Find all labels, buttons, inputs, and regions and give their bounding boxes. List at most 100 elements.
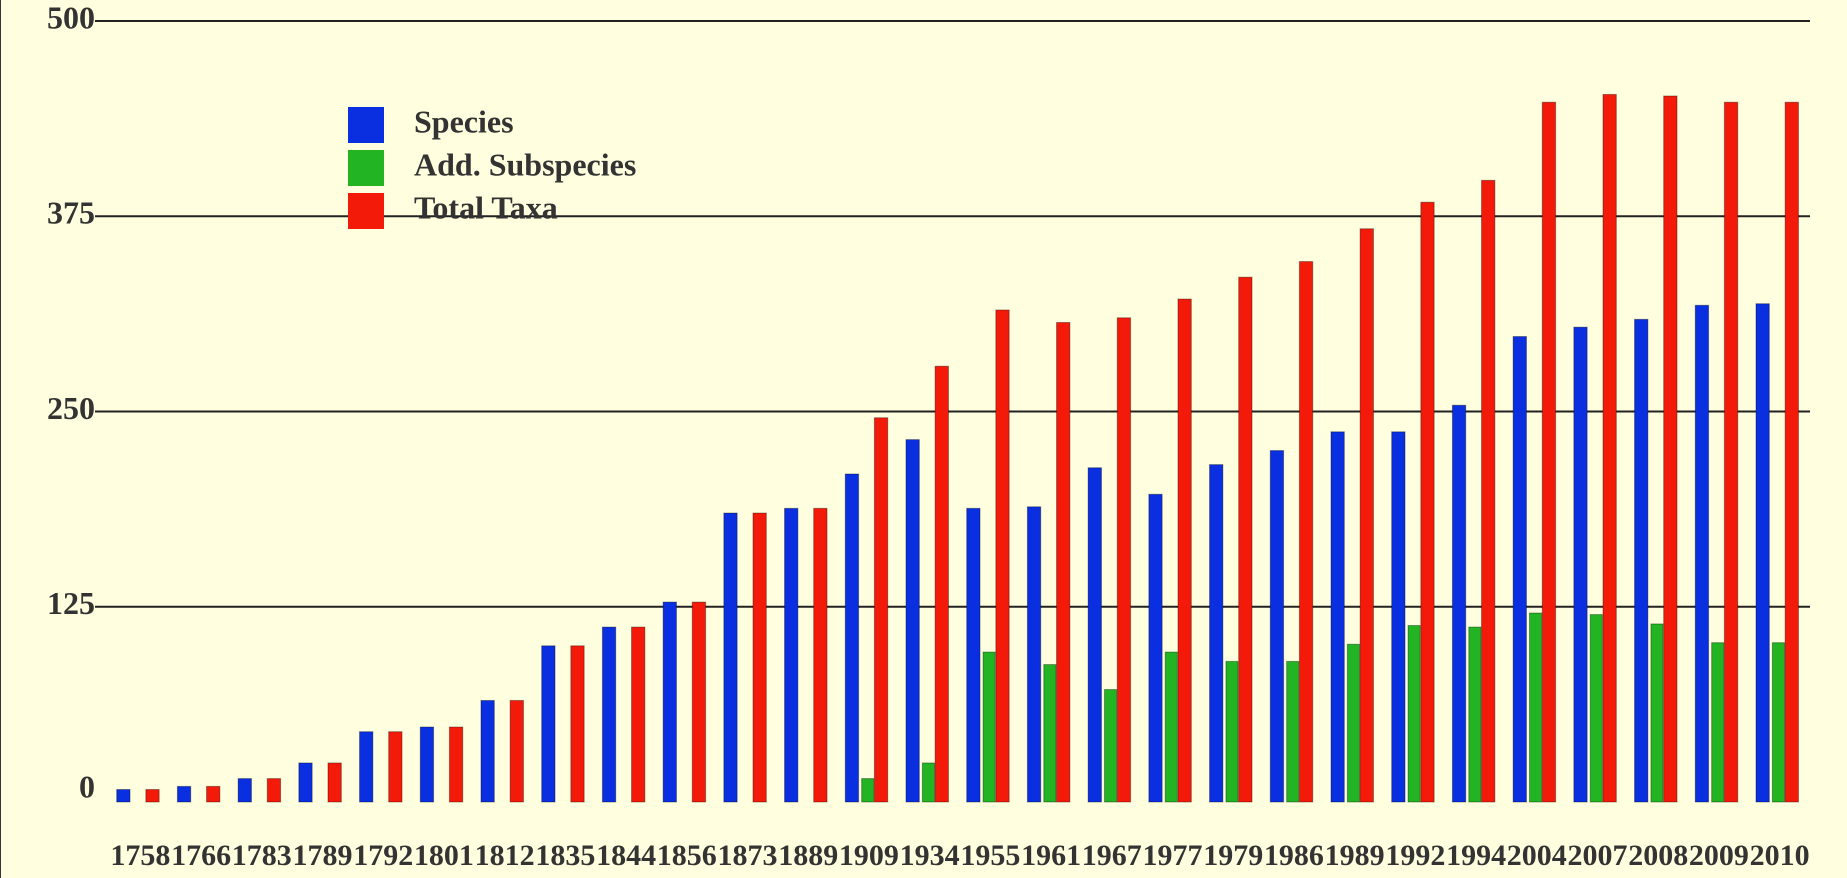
y-tick-label: 500 [47, 0, 95, 35]
bar [752, 512, 767, 803]
bar [813, 507, 828, 803]
bar [419, 726, 435, 803]
bar [1238, 276, 1253, 803]
x-tick-label: 1792 [353, 839, 413, 872]
x-tick-label: 1992 [1385, 839, 1445, 872]
x-tick-label: 1955 [960, 839, 1020, 872]
bar [601, 626, 617, 803]
y-tick-label: 250 [47, 390, 95, 426]
bar [1391, 431, 1406, 803]
bar [691, 601, 707, 803]
bar [1723, 101, 1739, 803]
x-tick-label: 1783 [232, 839, 292, 872]
bar [1711, 642, 1725, 803]
bar [982, 651, 996, 803]
bar [1589, 614, 1603, 803]
bar [1420, 201, 1435, 803]
bar [359, 731, 374, 803]
bar [1269, 450, 1285, 803]
bar [662, 601, 677, 803]
bar [1298, 261, 1314, 803]
x-tick-label: 1989 [1325, 839, 1385, 872]
x-tick-label: 1856 [657, 839, 717, 872]
bar [1481, 179, 1496, 803]
bar [145, 789, 160, 803]
bar [1634, 318, 1649, 803]
x-tick-label: 1789 [293, 839, 353, 872]
bar [1573, 326, 1588, 803]
bar [1755, 303, 1770, 803]
bar [1164, 651, 1178, 803]
x-tick-label: 1812 [475, 839, 535, 872]
bar [206, 785, 221, 803]
bar [1346, 643, 1361, 803]
x-tick-label: 1835 [535, 839, 595, 872]
bar [1541, 101, 1557, 803]
bar [1148, 493, 1163, 803]
x-tick-label: 1889 [778, 839, 838, 872]
x-tick-label: 2004 [1507, 839, 1567, 872]
bar [388, 731, 403, 803]
bar [237, 778, 252, 803]
bar [905, 439, 920, 803]
legend-swatch [348, 150, 384, 186]
bar [1209, 464, 1224, 803]
y-tick-label: 0 [79, 768, 95, 804]
x-tick-label: 1909 [839, 839, 899, 872]
x-tick-label: 2009 [1689, 839, 1749, 872]
x-tick-label: 1766 [171, 839, 231, 872]
x-tick-label: 2010 [1750, 839, 1810, 872]
x-tick-label: 1986 [1264, 839, 1324, 872]
x-tick-label: 1758 [110, 839, 170, 872]
x-tick-label: 1873 [718, 839, 778, 872]
bar [570, 645, 585, 803]
bar [1056, 321, 1071, 803]
bar [1663, 95, 1678, 803]
legend-label: Add. Subspecies [414, 146, 636, 182]
x-tick-label: 1934 [900, 839, 960, 872]
x-tick-label: 1844 [596, 839, 656, 872]
legend-swatch [348, 193, 384, 229]
bar [1116, 317, 1132, 803]
bar [176, 785, 192, 803]
bar [1330, 431, 1345, 803]
bar [873, 417, 889, 803]
bar [480, 699, 495, 803]
bar [1225, 660, 1239, 803]
legend-label: Total Taxa [414, 189, 558, 225]
bar [1512, 336, 1527, 803]
bar [1177, 298, 1192, 803]
bar [541, 645, 556, 803]
x-tick-label: 1961 [1021, 839, 1081, 872]
x-tick-label: 1979 [1203, 839, 1263, 872]
bar [1771, 642, 1786, 803]
x-tick-label: 1967 [1082, 839, 1142, 872]
bar [723, 512, 738, 803]
bar [327, 762, 342, 803]
x-tick-label: 1994 [1446, 839, 1506, 872]
bar [1407, 624, 1421, 803]
bar [298, 762, 313, 803]
bar [1043, 664, 1057, 803]
bar [1529, 612, 1543, 803]
bar [1359, 228, 1374, 803]
y-tick-label: 375 [47, 195, 95, 231]
bar [509, 699, 524, 803]
bar [1694, 304, 1710, 803]
bar [784, 507, 799, 803]
bar [966, 507, 981, 803]
legend-label: Species [414, 103, 514, 139]
bar [116, 789, 131, 803]
bar [1026, 506, 1042, 803]
bar [1602, 93, 1617, 803]
x-tick-label: 2007 [1568, 839, 1628, 872]
bar [995, 309, 1010, 803]
legend-swatch [348, 107, 384, 143]
bar [1104, 689, 1118, 803]
bar [1286, 660, 1300, 803]
bar [861, 778, 875, 803]
bar [266, 778, 282, 803]
x-tick-label: 1801 [414, 839, 474, 872]
bar [934, 365, 949, 803]
